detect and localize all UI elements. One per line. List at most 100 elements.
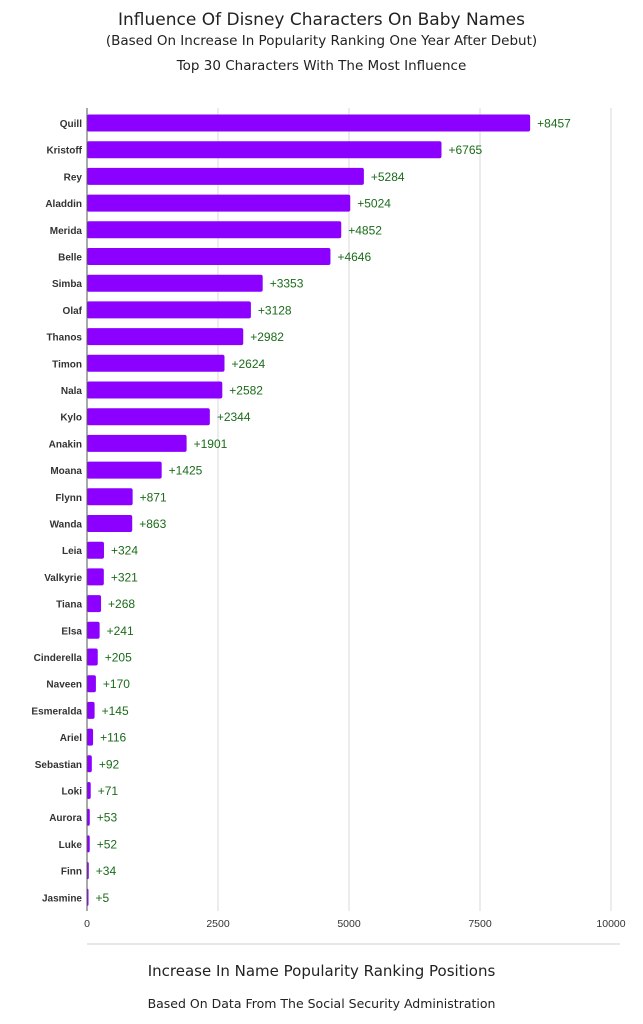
category-label: Tiana (56, 600, 82, 611)
x-tick-label: 0 (84, 918, 90, 930)
category-label: Aladdin (45, 199, 82, 210)
category-label: Ariel (60, 733, 82, 744)
data-label: +1425 (169, 464, 203, 478)
category-label: Olaf (63, 306, 83, 317)
data-label: +6765 (448, 143, 482, 157)
x-tick-label: 5000 (337, 918, 361, 930)
bar (87, 274, 263, 292)
category-label: Nala (61, 386, 83, 397)
bar (87, 835, 90, 853)
data-label: +4852 (348, 223, 382, 237)
category-label: Leia (62, 546, 82, 557)
data-label: +5024 (357, 197, 391, 211)
category-label: Kylo (60, 413, 82, 424)
category-label: Aurora (49, 813, 82, 824)
category-label: Elsa (61, 626, 82, 637)
data-label: +34 (96, 864, 117, 878)
data-label: +53 (97, 811, 118, 825)
data-label: +8457 (537, 117, 571, 131)
category-label: Wanda (50, 520, 83, 531)
bar (87, 595, 102, 613)
data-label: +3353 (270, 277, 304, 291)
data-label: +71 (98, 784, 119, 798)
data-label: +2344 (217, 410, 251, 424)
data-label: +92 (99, 757, 120, 771)
bar (87, 541, 104, 559)
data-label: +1901 (194, 437, 228, 451)
category-label: Flynn (55, 493, 82, 504)
data-label: +2624 (231, 357, 265, 371)
category-label: Belle (58, 253, 82, 264)
category-label: Kristoff (46, 146, 82, 157)
category-label: Jasmine (42, 893, 82, 904)
data-label: +5284 (371, 170, 405, 184)
bar (87, 488, 133, 506)
data-label: +5 (96, 891, 110, 905)
category-label: Thanos (46, 333, 82, 344)
bar (87, 568, 104, 586)
bar (87, 248, 331, 265)
category-label: Moana (50, 466, 82, 477)
data-label: +116 (100, 731, 126, 745)
bar (87, 434, 187, 452)
category-label: Loki (61, 787, 82, 798)
bar (87, 354, 225, 372)
bar (87, 141, 442, 159)
bar (87, 328, 244, 346)
source-note: Based On Data From The Social Security A… (147, 996, 496, 1011)
category-label: Sebastian (35, 760, 82, 771)
data-label: +871 (140, 490, 167, 504)
data-label: +145 (102, 704, 129, 718)
chart-subtitle: (Based On Increase In Popularity Ranking… (105, 33, 538, 49)
category-label: Simba (52, 279, 82, 290)
category-label: Naveen (46, 680, 82, 691)
chart-title: Influence Of Disney Characters On Baby N… (118, 10, 525, 30)
x-tick-label: 10000 (596, 918, 625, 930)
bar (87, 675, 96, 693)
data-label: +52 (97, 837, 118, 851)
bar (87, 461, 162, 479)
data-label: +170 (103, 677, 130, 691)
bar (87, 648, 98, 666)
category-label: Merida (50, 226, 83, 237)
bar (87, 167, 364, 185)
bar (87, 755, 92, 773)
x-axis-label: Increase In Name Popularity Ranking Posi… (147, 962, 496, 980)
data-label: +268 (108, 597, 135, 611)
x-tick-label: 7500 (468, 918, 492, 930)
data-label: +321 (111, 570, 138, 584)
data-label: +2982 (250, 330, 284, 344)
chart-subtitle-2: Top 30 Characters With The Most Influenc… (176, 58, 467, 74)
bar (87, 728, 94, 746)
x-tick-label: 2500 (206, 918, 230, 930)
bar (87, 301, 251, 319)
bar (87, 194, 351, 212)
category-label: Finn (61, 867, 82, 878)
data-label: +3128 (258, 303, 292, 317)
category-label: Esmeralda (31, 706, 82, 717)
data-label: +241 (107, 624, 134, 638)
category-label: Luke (59, 840, 83, 851)
category-label: Anakin (49, 439, 82, 450)
bar (87, 782, 91, 799)
category-label: Cinderella (34, 653, 83, 664)
bar (87, 221, 342, 239)
bar (87, 701, 95, 719)
category-label: Quill (60, 119, 82, 130)
data-label: +863 (139, 517, 166, 531)
bar (87, 408, 210, 426)
category-label: Rey (64, 172, 83, 183)
bar (87, 515, 133, 532)
bar (87, 621, 100, 639)
data-label: +2582 (229, 384, 263, 398)
data-label: +324 (111, 544, 138, 558)
bar (87, 808, 90, 826)
bar (87, 381, 223, 399)
category-label: Timon (52, 359, 82, 370)
category-label: Valkyrie (44, 573, 82, 584)
bar (87, 114, 531, 132)
data-label: +4646 (337, 250, 371, 264)
data-label: +205 (105, 651, 132, 665)
